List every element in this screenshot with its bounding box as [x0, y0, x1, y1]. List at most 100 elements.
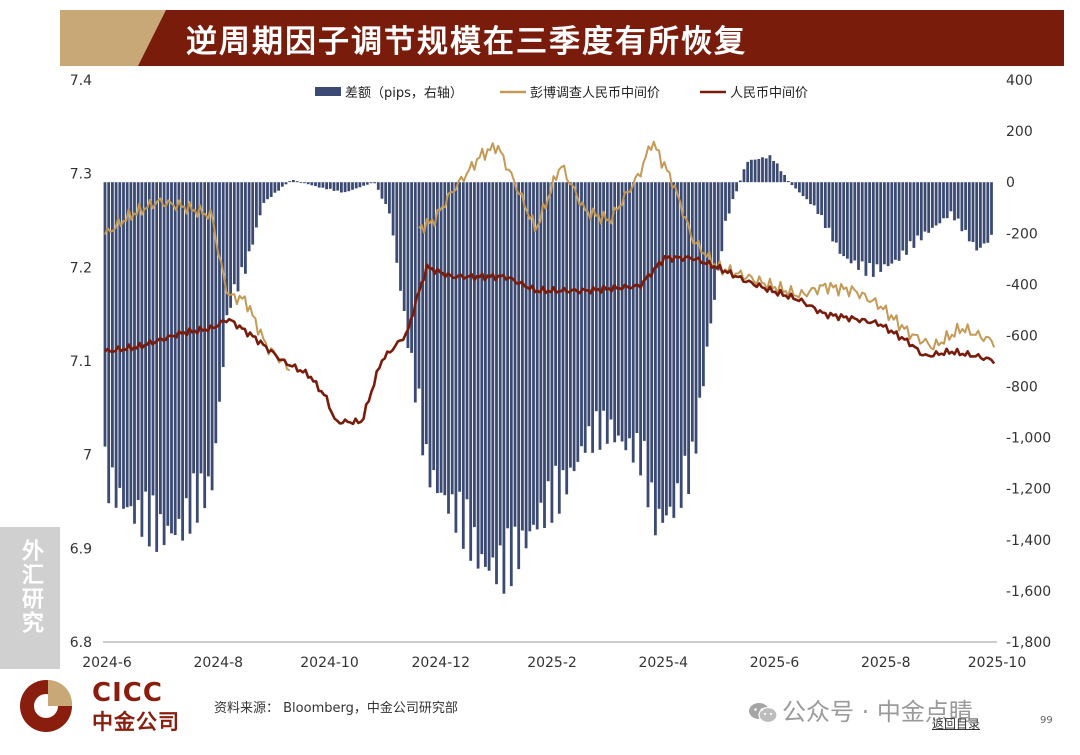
back-to-contents-link[interactable]: 返回目录 — [932, 717, 981, 731]
diff-bar — [779, 171, 783, 183]
diff-bar — [521, 182, 524, 531]
diff-bar — [166, 182, 170, 526]
diff-bar — [557, 182, 561, 514]
diff-bar — [908, 182, 912, 242]
diff-bar — [683, 182, 687, 456]
diff-bar — [266, 182, 269, 200]
logo-mark-accent — [48, 680, 72, 706]
diff-bar — [624, 182, 628, 451]
diff-bar — [746, 161, 750, 183]
diff-bar — [376, 182, 380, 190]
diff-bar — [498, 182, 502, 546]
diff-bar — [495, 182, 498, 585]
diff-bar — [942, 182, 945, 219]
diff-bar — [594, 182, 598, 412]
diff-bar — [591, 182, 594, 453]
diff-bar — [775, 163, 779, 183]
diff-bar — [665, 182, 668, 516]
diff-bar — [365, 182, 369, 185]
x-tick-label: 2024-8 — [193, 655, 243, 671]
diff-bar — [727, 182, 731, 214]
diff-bar — [816, 182, 820, 214]
diff-bar — [181, 182, 184, 541]
diff-bar — [340, 182, 343, 193]
diff-bar — [343, 182, 347, 193]
x-tick-label: 2024-6 — [82, 655, 132, 671]
diff-bar — [550, 182, 554, 523]
diff-bar — [960, 182, 964, 232]
diff-bar — [698, 182, 702, 398]
diff-bar — [569, 182, 572, 468]
diff-bar — [794, 182, 798, 189]
diff-bar — [125, 182, 129, 508]
diff-bar — [151, 182, 155, 496]
diff-bar — [827, 182, 831, 228]
y-left-tick-label: 7.3 — [70, 167, 92, 183]
diff-bar — [214, 182, 218, 444]
diff-bar — [735, 182, 738, 192]
diff-bar — [517, 182, 521, 570]
diff-bar — [905, 182, 908, 255]
diff-bar — [838, 182, 842, 254]
watermark-text: 公众号 · 中金点睛 — [782, 698, 973, 726]
diff-bar — [642, 182, 646, 441]
diff-bar — [668, 182, 672, 507]
diff-bar — [273, 182, 277, 193]
diff-bar — [576, 182, 580, 462]
diff-bar — [391, 182, 395, 236]
diff-bar — [476, 182, 480, 569]
diff-bar — [949, 182, 953, 212]
diff-bar — [480, 182, 484, 555]
source-note: 资料来源： Bloomberg，中金公司研究部 — [214, 701, 458, 716]
diff-bar — [967, 182, 971, 242]
y-right-tick-label: 400 — [1006, 73, 1033, 89]
y-left-tick-label: 6.8 — [70, 635, 92, 651]
diff-bar — [871, 182, 875, 277]
diff-bar — [702, 182, 705, 387]
legend-label: 彭博调查人民币中间价 — [530, 86, 660, 101]
diff-bar — [690, 182, 694, 442]
y-right-tick-label: -600 — [1006, 328, 1038, 344]
diff-bar — [713, 182, 716, 300]
y-right-tick-label: -1,800 — [1006, 635, 1051, 651]
diff-bar — [118, 182, 122, 488]
diff-bar — [247, 182, 251, 252]
diff-bar — [554, 182, 557, 466]
diff-bar — [421, 182, 425, 456]
diff-bar — [764, 158, 768, 183]
diff-bar — [332, 182, 336, 191]
diff-bar — [809, 182, 812, 205]
watermark: 公众号 · 中金点睛 — [748, 692, 973, 727]
diff-bar — [846, 182, 849, 259]
diff-bar — [388, 182, 391, 214]
diff-bar — [317, 182, 321, 188]
title-bar: 逆周期因子调节规模在三季度有所恢复 — [60, 10, 1064, 66]
diff-bar — [798, 182, 801, 193]
x-tick-label: 2025-6 — [750, 655, 800, 671]
cicc-logo: CICC 中金公司 — [20, 676, 210, 736]
side-section-label: 外汇研究 — [18, 539, 43, 635]
diff-bar — [823, 182, 827, 228]
diff-bar — [834, 182, 838, 243]
diff-bar — [354, 182, 358, 189]
diff-bar — [875, 182, 879, 265]
diff-bar — [609, 182, 613, 420]
diff-bar — [177, 182, 181, 519]
y-left-tick-label: 7.2 — [70, 260, 92, 276]
diff-bar — [524, 182, 528, 549]
diff-bar — [299, 182, 303, 183]
diff-bar — [613, 182, 617, 443]
diff-bar — [107, 182, 111, 504]
diff-bar — [868, 182, 871, 263]
diff-bar — [894, 182, 897, 260]
diff-bar — [750, 159, 753, 183]
y-right-tick-label: 200 — [1006, 124, 1033, 140]
diff-bar — [979, 182, 982, 248]
x-tick-label: 2025-4 — [638, 655, 688, 671]
title-background — [138, 10, 1064, 66]
y-left-tick-label: 7 — [83, 448, 92, 464]
diff-bar — [786, 181, 790, 183]
diff-bar — [133, 182, 136, 524]
diff-bar — [159, 182, 162, 515]
diff-bar — [790, 182, 794, 186]
